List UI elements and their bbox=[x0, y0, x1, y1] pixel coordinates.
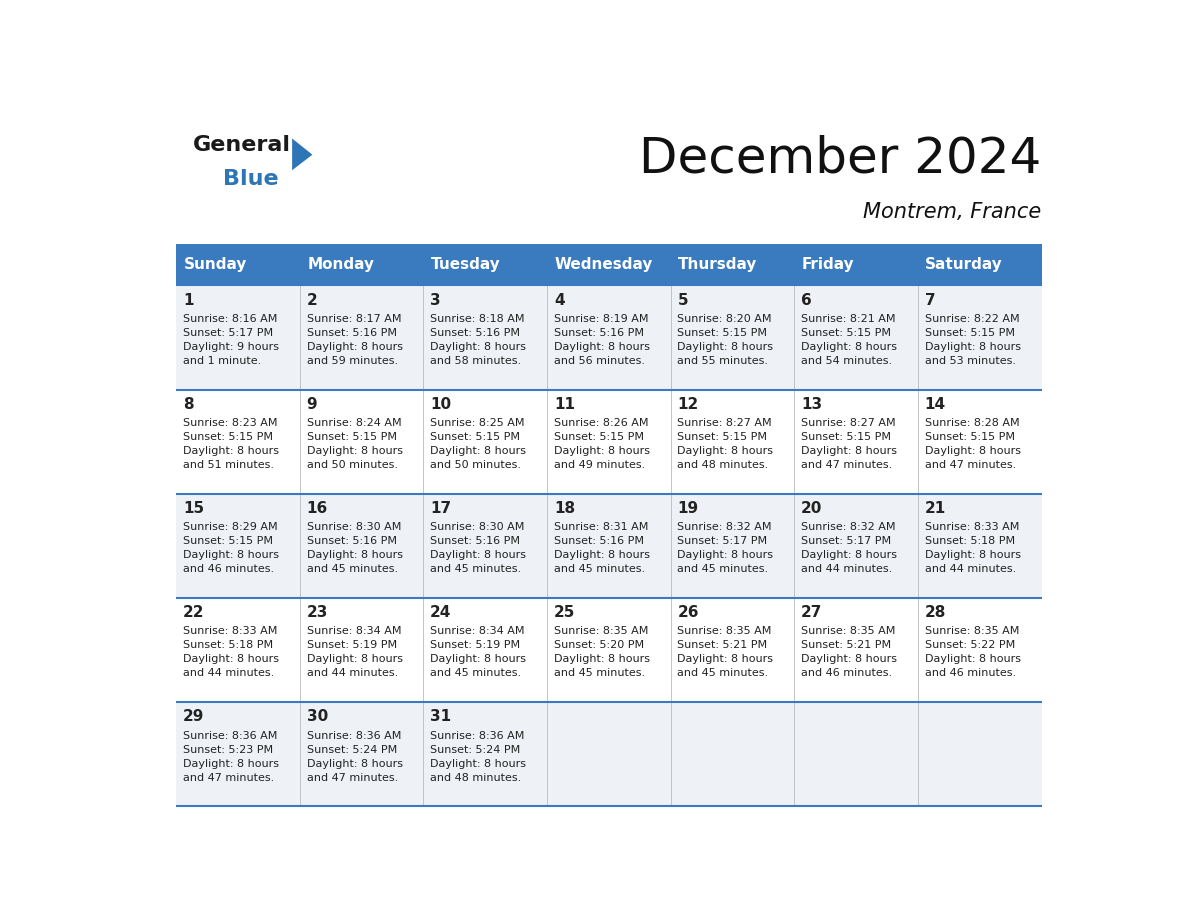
Bar bbox=[176, 244, 299, 285]
Text: 8: 8 bbox=[183, 397, 194, 411]
Text: 17: 17 bbox=[430, 501, 451, 516]
Text: 25: 25 bbox=[554, 605, 575, 620]
Text: 6: 6 bbox=[801, 293, 811, 308]
Bar bbox=[176, 494, 1042, 598]
Text: 14: 14 bbox=[924, 397, 946, 411]
Text: Sunrise: 8:29 AM
Sunset: 5:15 PM
Daylight: 8 hours
and 46 minutes.: Sunrise: 8:29 AM Sunset: 5:15 PM Dayligh… bbox=[183, 522, 279, 574]
Text: 20: 20 bbox=[801, 501, 822, 516]
Text: 1: 1 bbox=[183, 293, 194, 308]
Text: 2: 2 bbox=[307, 293, 317, 308]
Text: 31: 31 bbox=[430, 710, 451, 724]
Text: Montrem, France: Montrem, France bbox=[864, 202, 1042, 222]
Text: Saturday: Saturday bbox=[925, 257, 1003, 273]
Text: 15: 15 bbox=[183, 501, 204, 516]
Text: Sunrise: 8:34 AM
Sunset: 5:19 PM
Daylight: 8 hours
and 45 minutes.: Sunrise: 8:34 AM Sunset: 5:19 PM Dayligh… bbox=[430, 626, 526, 678]
Text: Sunrise: 8:19 AM
Sunset: 5:16 PM
Daylight: 8 hours
and 56 minutes.: Sunrise: 8:19 AM Sunset: 5:16 PM Dayligh… bbox=[554, 314, 650, 365]
Text: 28: 28 bbox=[924, 605, 946, 620]
Bar bbox=[546, 244, 671, 285]
Text: 23: 23 bbox=[307, 605, 328, 620]
Text: Sunrise: 8:18 AM
Sunset: 5:16 PM
Daylight: 8 hours
and 58 minutes.: Sunrise: 8:18 AM Sunset: 5:16 PM Dayligh… bbox=[430, 314, 526, 365]
Text: Monday: Monday bbox=[308, 257, 374, 273]
Text: Tuesday: Tuesday bbox=[431, 257, 500, 273]
Text: Sunrise: 8:35 AM
Sunset: 5:21 PM
Daylight: 8 hours
and 45 minutes.: Sunrise: 8:35 AM Sunset: 5:21 PM Dayligh… bbox=[677, 626, 773, 678]
Bar bbox=[176, 389, 1042, 494]
Text: Sunrise: 8:25 AM
Sunset: 5:15 PM
Daylight: 8 hours
and 50 minutes.: Sunrise: 8:25 AM Sunset: 5:15 PM Dayligh… bbox=[430, 418, 526, 470]
Text: 16: 16 bbox=[307, 501, 328, 516]
Text: Sunrise: 8:36 AM
Sunset: 5:24 PM
Daylight: 8 hours
and 47 minutes.: Sunrise: 8:36 AM Sunset: 5:24 PM Dayligh… bbox=[307, 731, 403, 782]
Text: Sunrise: 8:26 AM
Sunset: 5:15 PM
Daylight: 8 hours
and 49 minutes.: Sunrise: 8:26 AM Sunset: 5:15 PM Dayligh… bbox=[554, 418, 650, 470]
Text: 27: 27 bbox=[801, 605, 822, 620]
Text: Sunrise: 8:35 AM
Sunset: 5:22 PM
Daylight: 8 hours
and 46 minutes.: Sunrise: 8:35 AM Sunset: 5:22 PM Dayligh… bbox=[924, 626, 1020, 678]
Text: Sunrise: 8:16 AM
Sunset: 5:17 PM
Daylight: 9 hours
and 1 minute.: Sunrise: 8:16 AM Sunset: 5:17 PM Dayligh… bbox=[183, 314, 279, 365]
Text: Sunrise: 8:20 AM
Sunset: 5:15 PM
Daylight: 8 hours
and 55 minutes.: Sunrise: 8:20 AM Sunset: 5:15 PM Dayligh… bbox=[677, 314, 773, 365]
Text: December 2024: December 2024 bbox=[639, 135, 1042, 183]
Polygon shape bbox=[292, 139, 312, 170]
Text: Sunrise: 8:24 AM
Sunset: 5:15 PM
Daylight: 8 hours
and 50 minutes.: Sunrise: 8:24 AM Sunset: 5:15 PM Dayligh… bbox=[307, 418, 403, 470]
Text: Sunrise: 8:36 AM
Sunset: 5:24 PM
Daylight: 8 hours
and 48 minutes.: Sunrise: 8:36 AM Sunset: 5:24 PM Dayligh… bbox=[430, 731, 526, 782]
Text: Blue: Blue bbox=[223, 169, 279, 189]
Bar bbox=[918, 244, 1042, 285]
Text: 12: 12 bbox=[677, 397, 699, 411]
Text: General: General bbox=[192, 135, 291, 155]
Text: Sunrise: 8:22 AM
Sunset: 5:15 PM
Daylight: 8 hours
and 53 minutes.: Sunrise: 8:22 AM Sunset: 5:15 PM Dayligh… bbox=[924, 314, 1020, 365]
Text: 11: 11 bbox=[554, 397, 575, 411]
Text: 4: 4 bbox=[554, 293, 564, 308]
Text: 10: 10 bbox=[430, 397, 451, 411]
Bar bbox=[671, 244, 795, 285]
Text: Sunday: Sunday bbox=[183, 257, 247, 273]
Bar bbox=[423, 244, 546, 285]
Bar bbox=[299, 244, 423, 285]
Text: 3: 3 bbox=[430, 293, 441, 308]
Bar bbox=[795, 244, 918, 285]
Text: 29: 29 bbox=[183, 710, 204, 724]
Text: Friday: Friday bbox=[802, 257, 854, 273]
Text: Thursday: Thursday bbox=[678, 257, 758, 273]
Text: 30: 30 bbox=[307, 710, 328, 724]
Text: Sunrise: 8:34 AM
Sunset: 5:19 PM
Daylight: 8 hours
and 44 minutes.: Sunrise: 8:34 AM Sunset: 5:19 PM Dayligh… bbox=[307, 626, 403, 678]
Text: 26: 26 bbox=[677, 605, 699, 620]
Text: Sunrise: 8:27 AM
Sunset: 5:15 PM
Daylight: 8 hours
and 47 minutes.: Sunrise: 8:27 AM Sunset: 5:15 PM Dayligh… bbox=[801, 418, 897, 470]
Text: Sunrise: 8:27 AM
Sunset: 5:15 PM
Daylight: 8 hours
and 48 minutes.: Sunrise: 8:27 AM Sunset: 5:15 PM Dayligh… bbox=[677, 418, 773, 470]
Text: Sunrise: 8:30 AM
Sunset: 5:16 PM
Daylight: 8 hours
and 45 minutes.: Sunrise: 8:30 AM Sunset: 5:16 PM Dayligh… bbox=[307, 522, 403, 574]
Bar bbox=[176, 702, 1042, 806]
Text: Sunrise: 8:36 AM
Sunset: 5:23 PM
Daylight: 8 hours
and 47 minutes.: Sunrise: 8:36 AM Sunset: 5:23 PM Dayligh… bbox=[183, 731, 279, 782]
Text: 19: 19 bbox=[677, 501, 699, 516]
Text: 7: 7 bbox=[924, 293, 935, 308]
Text: Sunrise: 8:23 AM
Sunset: 5:15 PM
Daylight: 8 hours
and 51 minutes.: Sunrise: 8:23 AM Sunset: 5:15 PM Dayligh… bbox=[183, 418, 279, 470]
Text: Sunrise: 8:33 AM
Sunset: 5:18 PM
Daylight: 8 hours
and 44 minutes.: Sunrise: 8:33 AM Sunset: 5:18 PM Dayligh… bbox=[183, 626, 279, 678]
Text: Sunrise: 8:28 AM
Sunset: 5:15 PM
Daylight: 8 hours
and 47 minutes.: Sunrise: 8:28 AM Sunset: 5:15 PM Dayligh… bbox=[924, 418, 1020, 470]
Bar bbox=[176, 598, 1042, 702]
Text: 9: 9 bbox=[307, 397, 317, 411]
Text: Sunrise: 8:31 AM
Sunset: 5:16 PM
Daylight: 8 hours
and 45 minutes.: Sunrise: 8:31 AM Sunset: 5:16 PM Dayligh… bbox=[554, 522, 650, 574]
Text: Wednesday: Wednesday bbox=[555, 257, 653, 273]
Text: Sunrise: 8:35 AM
Sunset: 5:20 PM
Daylight: 8 hours
and 45 minutes.: Sunrise: 8:35 AM Sunset: 5:20 PM Dayligh… bbox=[554, 626, 650, 678]
Text: 5: 5 bbox=[677, 293, 688, 308]
Text: 24: 24 bbox=[430, 605, 451, 620]
Text: Sunrise: 8:33 AM
Sunset: 5:18 PM
Daylight: 8 hours
and 44 minutes.: Sunrise: 8:33 AM Sunset: 5:18 PM Dayligh… bbox=[924, 522, 1020, 574]
Text: Sunrise: 8:30 AM
Sunset: 5:16 PM
Daylight: 8 hours
and 45 minutes.: Sunrise: 8:30 AM Sunset: 5:16 PM Dayligh… bbox=[430, 522, 526, 574]
Text: 13: 13 bbox=[801, 397, 822, 411]
Text: 22: 22 bbox=[183, 605, 204, 620]
Text: Sunrise: 8:32 AM
Sunset: 5:17 PM
Daylight: 8 hours
and 45 minutes.: Sunrise: 8:32 AM Sunset: 5:17 PM Dayligh… bbox=[677, 522, 773, 574]
Text: 21: 21 bbox=[924, 501, 946, 516]
Text: 18: 18 bbox=[554, 501, 575, 516]
Text: Sunrise: 8:32 AM
Sunset: 5:17 PM
Daylight: 8 hours
and 44 minutes.: Sunrise: 8:32 AM Sunset: 5:17 PM Dayligh… bbox=[801, 522, 897, 574]
Text: Sunrise: 8:35 AM
Sunset: 5:21 PM
Daylight: 8 hours
and 46 minutes.: Sunrise: 8:35 AM Sunset: 5:21 PM Dayligh… bbox=[801, 626, 897, 678]
Bar bbox=[176, 285, 1042, 389]
Text: Sunrise: 8:17 AM
Sunset: 5:16 PM
Daylight: 8 hours
and 59 minutes.: Sunrise: 8:17 AM Sunset: 5:16 PM Dayligh… bbox=[307, 314, 403, 365]
Text: Sunrise: 8:21 AM
Sunset: 5:15 PM
Daylight: 8 hours
and 54 minutes.: Sunrise: 8:21 AM Sunset: 5:15 PM Dayligh… bbox=[801, 314, 897, 365]
